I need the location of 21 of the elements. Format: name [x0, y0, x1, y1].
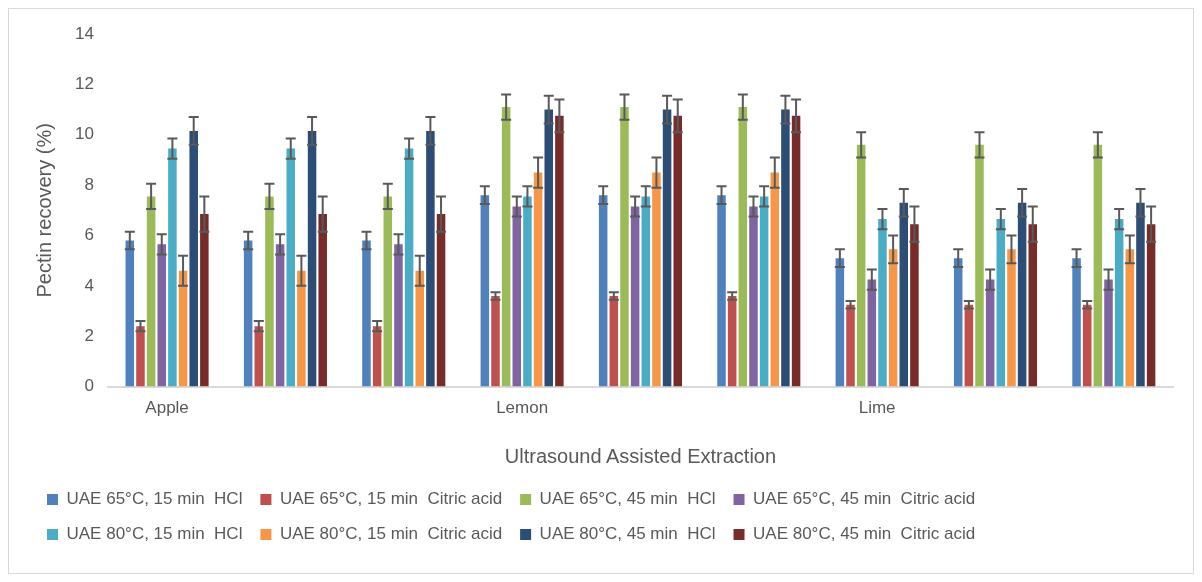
x-tick-label: Lemon — [496, 398, 549, 418]
legend-label: UAE 80°C, 45 min HCl — [539, 524, 716, 544]
y-tick-label: 8 — [84, 174, 94, 194]
y-tick-label: 4 — [84, 275, 94, 295]
x-tick-label: Apple — [145, 398, 189, 418]
x-tick-label: Lime — [858, 398, 896, 418]
legend-label: UAE 80°C, 15 min HCl — [66, 524, 243, 544]
legend-label: UAE 65°C, 45 min Citric acid — [753, 489, 976, 509]
legend-label: UAE 80°C, 45 min Citric acid — [753, 524, 976, 544]
y-tick-label: 0 — [84, 376, 94, 396]
y-tick-label: 10 — [74, 124, 94, 144]
legend-label: UAE 80°C, 15 min Citric acid — [279, 524, 503, 544]
y-tick-label: 6 — [84, 225, 94, 245]
legend-label: UAE 65°C, 45 min HCl — [539, 489, 716, 509]
y-tick-label: 14 — [74, 23, 94, 43]
y-tick-label: 2 — [84, 325, 94, 345]
y-axis-title: Pectin recovery (%) — [32, 123, 55, 298]
x-axis-title: Ultrasound Assisted Extraction — [504, 444, 777, 467]
legend-label: UAE 65°C, 15 min Citric acid — [279, 489, 503, 509]
legend-label: UAE 65°C, 15 min HCl — [66, 489, 243, 509]
y-tick-label: 12 — [74, 74, 94, 94]
